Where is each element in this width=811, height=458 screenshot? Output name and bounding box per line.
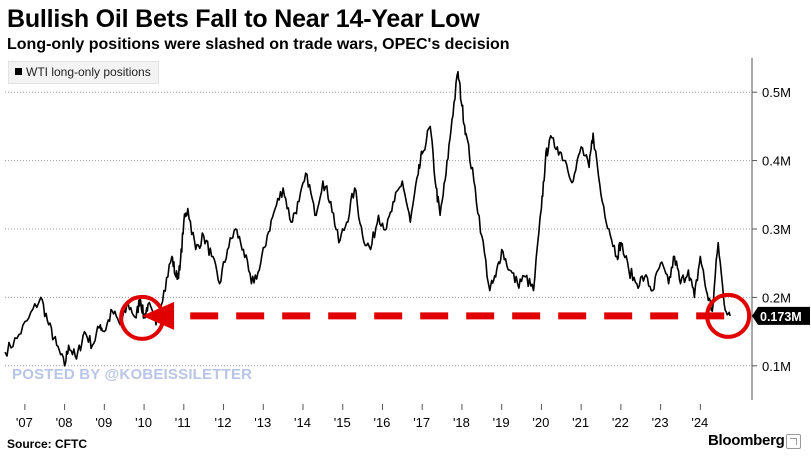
y-tick-label: 0.1M <box>762 359 791 374</box>
x-tick-label: '07 <box>16 415 33 430</box>
x-tick-label: '08 <box>56 415 73 430</box>
x-tick-label: '23 <box>652 415 669 430</box>
legend-swatch <box>15 68 22 75</box>
series-line-wti-long-only <box>4 70 731 367</box>
y-tick-label: 0.2M <box>762 290 791 305</box>
brand-logo: Bloomberg <box>708 432 785 449</box>
annotation-circle <box>119 294 166 341</box>
x-tick-label: '21 <box>572 415 589 430</box>
x-tick-label: '20 <box>532 415 549 430</box>
source-note: Source: CFTC <box>7 437 88 451</box>
x-tick-label: '24 <box>691 415 708 430</box>
y-tick-label: 0.5M <box>762 85 791 100</box>
x-tick-label: '17 <box>413 415 430 430</box>
last-value-callout <box>752 306 810 325</box>
x-tick-label: '09 <box>95 415 112 430</box>
chart-subtitle: Long-only positions were slashed on trad… <box>7 36 510 53</box>
watermark: POSTED BY @KOBEISSILETTER <box>12 366 253 383</box>
x-tick-label: '13 <box>254 415 271 430</box>
x-tick-label: '18 <box>453 415 470 430</box>
last-value-label: 0.173M <box>760 310 802 324</box>
x-tick-label: '22 <box>612 415 629 430</box>
chart-title: Bullish Oil Bets Fall to Near 14-Year Lo… <box>7 5 480 33</box>
x-tick-label: '19 <box>493 415 510 430</box>
x-tick-label: '12 <box>215 415 232 430</box>
y-tick-label: 0.3M <box>762 222 791 237</box>
legend-label: WTI long-only positions <box>26 65 151 79</box>
x-tick-label: '11 <box>175 415 191 430</box>
x-tick-label: '15 <box>334 415 351 430</box>
x-tick-label: '16 <box>373 415 390 430</box>
chart-legend: WTI long-only positions <box>8 61 159 84</box>
y-tick-label: 0.4M <box>762 154 791 169</box>
expand-arrow-icon[interactable] <box>786 434 801 449</box>
annotation-circle <box>705 292 752 339</box>
x-tick-label: '14 <box>294 415 311 430</box>
annotation-arrow-head <box>142 301 175 330</box>
x-tick-label: '10 <box>135 415 152 430</box>
